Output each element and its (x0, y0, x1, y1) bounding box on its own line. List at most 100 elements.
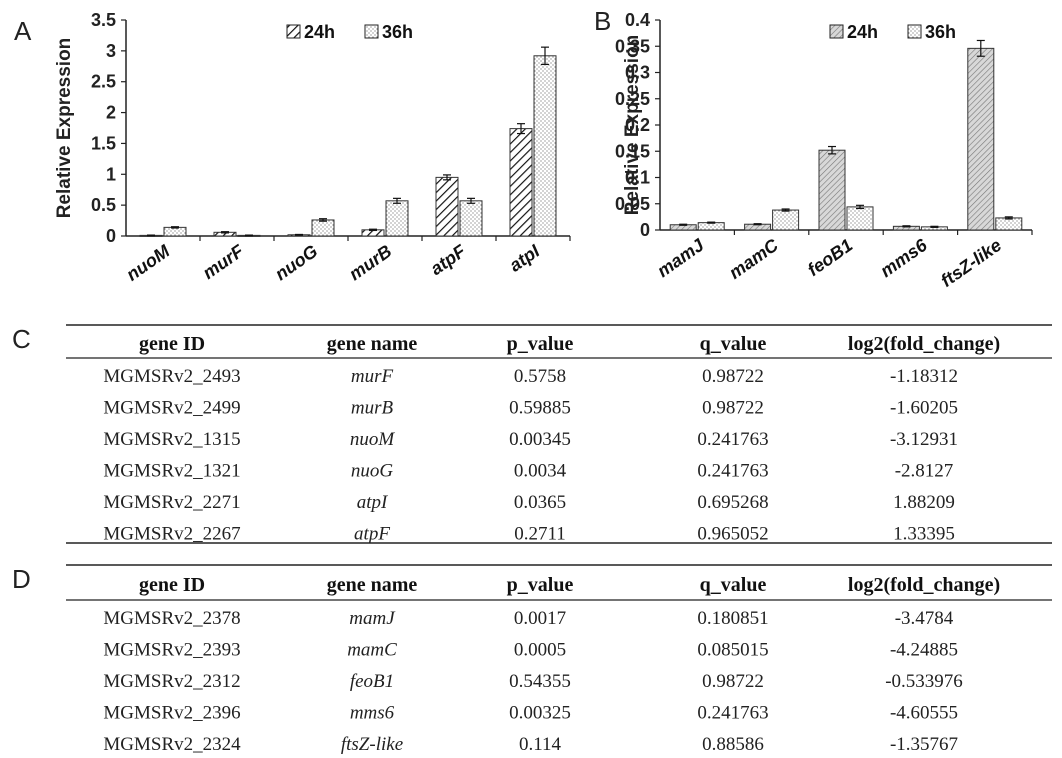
y-tick-label: 0.25 (615, 89, 650, 109)
y-tick-label: 2.5 (91, 72, 116, 92)
table-header-cell: gene ID (139, 333, 205, 355)
chart-panel-b: B Relative Expression 0 0.05 0.1 0.15 0.2 0.25 0… (594, 6, 1033, 291)
legend-label: 24h (847, 22, 878, 42)
legend-swatch (907, 24, 922, 39)
bar-36h-nuoM (163, 226, 187, 237)
x-category-label: feoB1 (804, 235, 856, 280)
table-cell: 0.0005 (514, 640, 566, 661)
table-cell: 0.00325 (509, 703, 571, 724)
table-cell: 0.00345 (509, 429, 571, 450)
x-category-label: mamC (725, 234, 782, 283)
x-category-label: nuoM (123, 240, 175, 284)
x-category-label: atpI (506, 240, 545, 275)
table-header-cell: gene name (327, 333, 418, 355)
table-cell: -1.35767 (890, 734, 958, 755)
x-category-label: mamJ (653, 234, 708, 281)
bar-24h-feoB1 (818, 149, 846, 231)
bar-36h-mamC (772, 209, 800, 231)
bar-24h-ftsZ-like (967, 47, 995, 231)
bar-36h-atpF (459, 200, 483, 237)
table-cell: MGMSRv2_2378 (103, 608, 240, 629)
table-cell: 0.88586 (702, 734, 764, 755)
table-cell: MGMSRv2_2396 (103, 703, 240, 724)
table-cell: MGMSRv2_2324 (103, 734, 241, 755)
y-tick-label: 1.5 (91, 133, 116, 153)
y-tick-label: 0.15 (615, 141, 650, 161)
table-cell: 0.98722 (702, 671, 764, 692)
table-cell: -4.24885 (890, 640, 958, 661)
table-cell: MGMSRv2_1321 (103, 461, 240, 482)
table-cell: 0.98722 (702, 398, 764, 419)
bar-36h-ftsZ-like (995, 217, 1023, 231)
table-header-cell: gene name (327, 574, 418, 596)
bar-24h-atpF (435, 176, 459, 237)
x-category-label: atpF (427, 240, 470, 279)
table-cell: 0.5758 (514, 366, 566, 387)
table-cell: mamJ (349, 608, 396, 629)
legend-label: 36h (382, 22, 413, 42)
table-header-cell: p_value (507, 333, 574, 355)
y-tick-label: 1 (106, 164, 116, 184)
table-cell: -3.4784 (895, 608, 954, 629)
table-cell: 0.085015 (697, 640, 768, 661)
y-tick-label: 0.4 (625, 10, 650, 30)
table-cell: MGMSRv2_2493 (103, 366, 240, 387)
y-tick-label: 0.3 (625, 63, 650, 83)
bar-36h-feoB1 (846, 206, 874, 231)
table-cell: 0.59885 (509, 398, 571, 419)
table-cell: 0.241763 (697, 429, 768, 450)
table-header-cell: p_value (507, 574, 574, 596)
table-cell: MGMSRv2_2393 (103, 640, 240, 661)
table-cell: MGMSRv2_1315 (103, 429, 240, 450)
table-cell: ftsZ-like (341, 734, 403, 755)
table-cell: 0.2711 (514, 524, 566, 545)
table-cell: nuoG (351, 461, 394, 482)
y-axis-title: Relative Expression (622, 35, 643, 216)
table-cell: mms6 (350, 703, 395, 724)
x-category-label: mms6 (877, 234, 932, 281)
table-header-cell: q_value (700, 574, 767, 596)
x-category-label: murB (345, 241, 395, 284)
y-tick-label: 0.05 (615, 194, 650, 214)
table-cell: 0.0365 (514, 492, 566, 513)
panel-letter: B (594, 6, 611, 36)
y-tick-label: 0 (106, 226, 116, 246)
table-cell: 1.33395 (893, 524, 955, 545)
table-cell: -1.60205 (890, 398, 958, 419)
bar-36h-atpI (533, 55, 557, 237)
table-cell: 0.241763 (697, 703, 768, 724)
y-tick-label: 0.35 (615, 36, 650, 56)
table-header-cell: log2(fold_change) (848, 333, 1000, 355)
y-tick-label: 2 (106, 103, 116, 123)
x-category-label: ftsZ-like (937, 235, 1005, 291)
table-cell: 0.0017 (514, 608, 566, 629)
table-cell: MGMSRv2_2499 (103, 398, 240, 419)
table-header-cell: gene ID (139, 574, 205, 596)
table-cell: mamC (347, 640, 397, 661)
y-axis-title: Relative Expression (54, 38, 75, 219)
table-cell: atpI (357, 492, 389, 513)
table-cell: murB (351, 398, 394, 419)
table-cell: -2.8127 (895, 461, 954, 482)
panel-letter: C (12, 324, 31, 354)
table-cell: -1.18312 (890, 366, 958, 387)
legend-label: 24h (304, 22, 335, 42)
table-cell: MGMSRv2_2312 (103, 671, 240, 692)
table-cell: 0.98722 (702, 366, 764, 387)
y-tick-label: 0.5 (91, 195, 116, 215)
x-category-label: nuoG (271, 241, 321, 284)
table-cell: 0.0034 (514, 461, 567, 482)
table-cell: 0.54355 (509, 671, 571, 692)
table-cell: feoB1 (350, 671, 394, 692)
table-cell: 0.695268 (697, 492, 768, 513)
table-cell: nuoM (350, 429, 396, 450)
table-cell: 0.114 (519, 734, 562, 755)
bar-36h-nuoG (311, 219, 335, 237)
table-header-cell: q_value (700, 333, 767, 355)
table-cell: MGMSRv2_2267 (103, 524, 240, 545)
table-cell: 0.965052 (697, 524, 768, 545)
panel-letter: D (12, 564, 31, 594)
table-cell: 1.88209 (893, 492, 955, 513)
